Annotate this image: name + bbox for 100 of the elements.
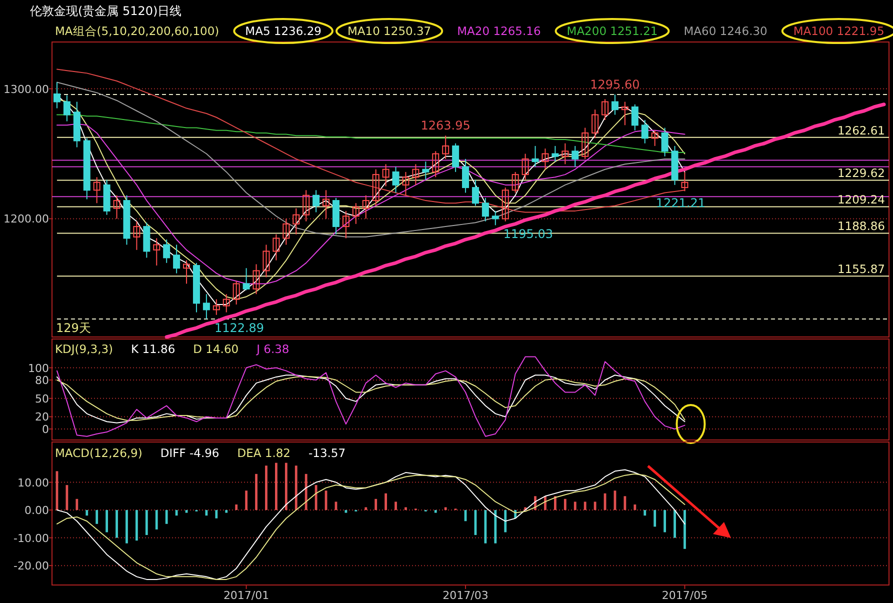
- candlestick: [232, 280, 240, 306]
- chart-subtitle: MA组合(5,10,20,200,60,100): [55, 24, 220, 38]
- y-tick-label: -20.00: [14, 560, 49, 573]
- ref-line-label: 1229.62: [837, 166, 885, 180]
- text: MA100 1221.95: [793, 24, 884, 38]
- bar: [175, 510, 178, 516]
- bar: [116, 510, 118, 538]
- candlestick: [472, 179, 479, 206]
- candlestick: [492, 210, 499, 226]
- candlestick: [482, 197, 489, 222]
- candlestick: [542, 148, 549, 170]
- candlestick: [292, 208, 300, 235]
- candlestick: [602, 98, 609, 120]
- bar: [215, 510, 218, 518]
- candlestick: [562, 142, 569, 165]
- candlestick: [611, 94, 618, 116]
- bar: [644, 510, 646, 516]
- candlestick: [432, 150, 440, 178]
- bar: [564, 498, 566, 510]
- y-tick-label: 100: [28, 362, 49, 375]
- bar: [155, 510, 158, 530]
- bar: [344, 510, 348, 513]
- candlestick: [163, 239, 170, 264]
- y-tick-label: 20: [35, 410, 49, 424]
- bar: [624, 496, 626, 510]
- bar: [235, 504, 238, 510]
- bar: [96, 510, 98, 524]
- bar: [225, 510, 228, 513]
- bar: [554, 496, 556, 510]
- bar: [255, 474, 258, 510]
- bar: [384, 493, 388, 510]
- x-tick-label: 2017/01: [223, 589, 270, 602]
- bar: [594, 502, 596, 510]
- bar: [634, 504, 636, 510]
- candlestick: [173, 244, 180, 274]
- candlestick: [113, 194, 120, 220]
- candlestick: [352, 202, 360, 224]
- bar: [314, 485, 318, 510]
- candlestick: [621, 101, 628, 126]
- bar: [584, 502, 586, 510]
- bar: [135, 510, 138, 541]
- chart-title: KDJ(9,3,3): [55, 342, 114, 356]
- ref-line-label: 1155.87: [837, 262, 885, 276]
- text: MA10 1250.37: [347, 24, 432, 38]
- candlestick: [252, 264, 260, 295]
- candlestick: [402, 171, 410, 196]
- candlestick: [422, 161, 430, 180]
- candlestick: [372, 168, 380, 206]
- text: DEA 1.82: [237, 446, 290, 460]
- ref-line-label: 1188.86: [837, 219, 885, 234]
- x-tick-label: 2017/05: [662, 589, 708, 602]
- candlestick: [651, 130, 658, 146]
- candlestick: [342, 210, 350, 239]
- annotation: 1295.60: [590, 78, 640, 92]
- bar: [304, 474, 308, 510]
- candlestick: [63, 94, 70, 122]
- bar: [86, 510, 88, 516]
- text: DIFF -4.96: [160, 446, 220, 460]
- line-series: [164, 102, 886, 339]
- text: MA20 1265.16: [457, 24, 541, 38]
- candlestick: [153, 238, 160, 266]
- bar: [574, 502, 576, 510]
- candlestick: [412, 164, 420, 186]
- candlestick: [312, 190, 320, 213]
- text: MA5 1236.29: [245, 24, 322, 38]
- candlestick: [502, 187, 509, 222]
- annotation: -13.57: [308, 446, 346, 460]
- bar: [165, 510, 168, 524]
- bar: [106, 510, 108, 532]
- bar: [484, 510, 487, 544]
- candlestick: [282, 218, 290, 246]
- y-tick-label: -10.00: [14, 532, 49, 545]
- candlestick: [552, 145, 559, 162]
- bar: [374, 498, 378, 510]
- candlestick: [522, 153, 529, 180]
- bar: [265, 466, 268, 510]
- candlestick: [53, 82, 60, 109]
- candlestick: [392, 166, 400, 194]
- bar: [274, 462, 278, 510]
- text: MA60 1246.30: [684, 24, 768, 38]
- x-tick-label: 2017/03: [442, 589, 488, 602]
- candlestick: [93, 176, 100, 204]
- candlestick: [442, 135, 450, 160]
- bar: [126, 510, 128, 544]
- candlestick: [462, 158, 470, 194]
- bar: [404, 507, 407, 510]
- bar: [294, 466, 298, 510]
- bar: [664, 510, 666, 532]
- annotation: 129天: [56, 321, 91, 335]
- y-tick-label: 80: [35, 374, 49, 388]
- candlestick: [452, 142, 460, 172]
- bar: [394, 502, 397, 510]
- bar: [494, 510, 497, 544]
- text: MA200 1251.21: [566, 24, 658, 38]
- candlestick: [322, 190, 330, 220]
- candlestick: [592, 109, 599, 139]
- bar: [245, 490, 248, 510]
- bar: [66, 485, 68, 510]
- candlestick: [681, 171, 688, 192]
- y-tick-label: 0.00: [24, 504, 49, 518]
